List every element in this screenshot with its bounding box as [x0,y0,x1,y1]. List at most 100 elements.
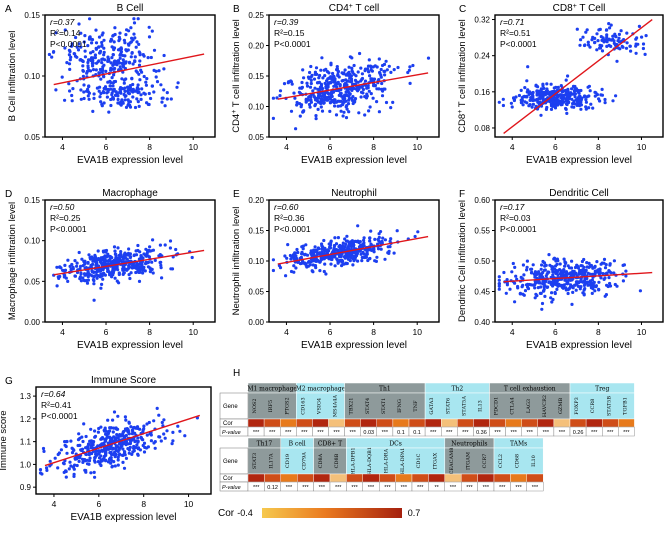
data-point [105,95,109,99]
data-point [621,45,625,49]
data-point [340,103,344,107]
data-point [555,262,559,266]
data-point [536,286,540,290]
data-point [113,32,117,37]
data-point [175,85,179,89]
data-point [96,249,100,253]
data-point [131,450,135,454]
data-point [525,259,530,263]
data-point [601,36,605,40]
data-point [604,272,608,276]
top-group-label: Th2 [451,386,463,393]
data-point [344,242,348,246]
data-point [77,432,81,436]
data-point [559,84,563,88]
data-point [617,32,622,37]
panel-title: Neutrophil [331,188,377,199]
data-point [314,117,318,121]
data-point [84,446,88,450]
data-point [93,56,97,60]
data-point [128,262,132,266]
data-point [163,104,167,108]
bottom-cor-cell [379,473,396,483]
data-point [332,75,336,79]
data-point [501,97,505,101]
bottom-cor-cell [313,473,331,483]
data-point [330,100,334,104]
data-point [142,54,146,58]
data-point [84,266,88,270]
bottom-p-value: *** [466,485,473,491]
data-point [550,97,554,101]
panel-letter: F [459,189,465,200]
top-cor-cell [312,418,329,428]
stat-r: r=0.39 [274,17,299,27]
data-point [588,89,592,93]
data-point [368,239,372,243]
data-point [115,444,119,448]
data-point [362,236,366,240]
data-point [119,433,123,438]
data-point [379,247,383,251]
data-point [628,44,632,48]
data-point [322,94,326,98]
data-point [82,90,86,94]
data-point [110,45,114,49]
top-p-value: *** [527,430,534,436]
top-p-value: *** [607,430,614,436]
data-point [121,265,125,269]
data-point [136,100,140,104]
data-point [550,267,554,271]
data-point [77,22,81,26]
data-point [586,43,591,47]
data-point [512,98,517,103]
data-point [336,72,340,77]
legend-max: 0.7 [408,508,421,518]
bottom-cor-cell [526,473,544,483]
data-point [149,55,153,60]
data-point [131,95,135,99]
x-tick-label: 6 [328,142,333,152]
data-point [75,264,79,268]
data-point [160,276,164,280]
data-point [155,80,160,84]
data-point [271,268,275,273]
data-point [108,79,112,83]
stat-r2: R²=0.51 [500,28,531,38]
scatter-points [47,17,180,114]
data-point [549,107,554,111]
data-point [86,94,90,98]
data-point [136,87,140,91]
top-gene-label: HAVCR2 [542,395,548,417]
data-point [340,264,344,268]
data-point [561,286,565,290]
top-cor-cell [521,418,539,428]
data-point [113,93,118,97]
data-point [344,116,349,120]
data-point [109,450,113,454]
data-point [294,254,298,258]
data-point [592,280,596,284]
data-point [336,104,340,108]
data-point [541,289,546,293]
data-point [313,245,317,249]
data-point [116,455,120,459]
data-point [128,85,132,89]
panel-title: CD8+ T Cell [553,3,606,15]
data-point [118,31,122,35]
data-point [103,58,107,62]
data-point [583,94,587,98]
data-point [139,261,144,265]
data-point [132,265,136,269]
data-point [59,266,63,270]
data-point [86,60,90,65]
data-point [298,114,302,118]
data-point [330,77,334,81]
bottom-cor-cell [477,473,495,483]
data-point [81,59,85,64]
top-gene-label: STAT5B [606,396,612,416]
data-point [336,259,340,263]
data-point [88,69,93,73]
data-point [336,236,340,240]
x-tick-label: 10 [412,142,422,152]
